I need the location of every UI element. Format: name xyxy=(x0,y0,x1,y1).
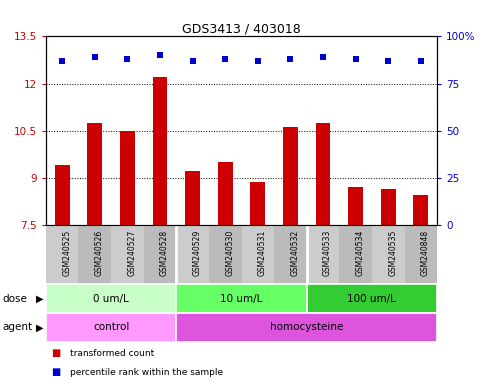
Point xyxy=(254,58,262,64)
Point xyxy=(58,58,66,64)
Text: GSM240533: GSM240533 xyxy=(323,229,332,276)
Text: GSM240526: GSM240526 xyxy=(95,229,104,276)
Point xyxy=(189,58,197,64)
Text: ▶: ▶ xyxy=(36,322,44,333)
Point xyxy=(384,58,392,64)
Bar xyxy=(348,187,363,225)
Bar xyxy=(120,131,135,225)
Bar xyxy=(78,225,111,284)
Point xyxy=(352,56,359,62)
Text: GSM240532: GSM240532 xyxy=(290,229,299,276)
Bar xyxy=(176,313,437,342)
Bar xyxy=(55,165,70,225)
Text: 0 um/L: 0 um/L xyxy=(93,293,129,304)
Bar xyxy=(176,284,307,313)
Bar xyxy=(251,182,265,225)
Bar xyxy=(185,171,200,225)
Bar xyxy=(242,225,274,284)
Bar xyxy=(218,162,232,225)
Bar xyxy=(339,225,372,284)
Text: GSM240527: GSM240527 xyxy=(128,229,136,276)
Bar xyxy=(46,284,176,313)
Bar xyxy=(176,225,209,284)
Text: GSM240535: GSM240535 xyxy=(388,229,397,276)
Text: ■: ■ xyxy=(51,348,60,358)
Text: homocysteine: homocysteine xyxy=(270,322,343,333)
Text: agent: agent xyxy=(2,322,32,333)
Bar xyxy=(316,123,330,225)
Text: GSM240848: GSM240848 xyxy=(421,229,430,276)
Bar xyxy=(307,284,437,313)
Text: 10 um/L: 10 um/L xyxy=(220,293,263,304)
Bar xyxy=(381,189,396,225)
Text: GSM240525: GSM240525 xyxy=(62,229,71,276)
Text: GSM240531: GSM240531 xyxy=(258,229,267,276)
Point xyxy=(221,56,229,62)
Text: 100 um/L: 100 um/L xyxy=(347,293,397,304)
Text: percentile rank within the sample: percentile rank within the sample xyxy=(70,368,223,377)
Text: transformed count: transformed count xyxy=(70,349,154,358)
Point xyxy=(124,56,131,62)
Text: ■: ■ xyxy=(51,367,60,377)
Title: GDS3413 / 403018: GDS3413 / 403018 xyxy=(182,22,301,35)
Bar xyxy=(413,195,428,225)
Text: GSM240530: GSM240530 xyxy=(225,229,234,276)
Bar xyxy=(283,127,298,225)
Point xyxy=(417,58,425,64)
Bar xyxy=(46,313,176,342)
Bar xyxy=(87,123,102,225)
Point xyxy=(156,52,164,58)
Point xyxy=(91,54,99,60)
Bar xyxy=(209,225,242,284)
Bar xyxy=(144,225,176,284)
Text: ▶: ▶ xyxy=(36,293,44,304)
Bar xyxy=(153,77,167,225)
Bar xyxy=(372,225,405,284)
Text: dose: dose xyxy=(2,293,28,304)
Bar xyxy=(405,225,437,284)
Point xyxy=(286,56,294,62)
Text: control: control xyxy=(93,322,129,333)
Text: GSM240534: GSM240534 xyxy=(355,229,365,276)
Bar xyxy=(111,225,144,284)
Bar xyxy=(46,225,79,284)
Bar xyxy=(307,225,339,284)
Text: GSM240529: GSM240529 xyxy=(193,229,201,276)
Text: GSM240528: GSM240528 xyxy=(160,229,169,276)
Bar xyxy=(274,225,307,284)
Point xyxy=(319,54,327,60)
